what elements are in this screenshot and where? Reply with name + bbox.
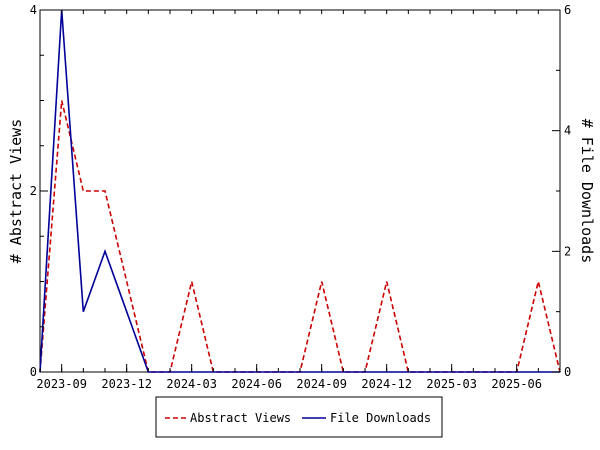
y-right-tick-label: 4 — [564, 124, 571, 138]
x-tick-label: 2025-06 — [491, 377, 542, 391]
y-left-tick-label: 4 — [30, 3, 37, 17]
x-tick-label: 2023-09 — [36, 377, 87, 391]
plot-area — [39, 9, 561, 373]
legend-box — [155, 396, 443, 438]
x-tick-label: 2024-09 — [296, 377, 347, 391]
y-right-tick-label: 6 — [564, 3, 571, 17]
legend-label: File Downloads — [330, 411, 431, 425]
x-tick-label: 2024-06 — [231, 377, 282, 391]
x-tick-label: 2024-12 — [361, 377, 412, 391]
y-right-tick-label: 0 — [564, 365, 571, 379]
y-axis-right-label: # File Downloads — [578, 119, 596, 264]
x-tick-label: 2025-03 — [426, 377, 477, 391]
y-left-tick-label: 0 — [30, 365, 37, 379]
legend: Abstract Views File Downloads — [155, 396, 443, 438]
y-axis-left-label: # Abstract Views — [7, 119, 25, 264]
y-right-tick-label: 2 — [564, 244, 571, 258]
series-line-abstract-views — [39, 100, 561, 373]
legend-label: Abstract Views — [190, 411, 291, 425]
series-line-file-downloads — [39, 9, 560, 373]
x-tick-label: 2024-03 — [166, 377, 217, 391]
x-tick-label: 2023-12 — [101, 377, 152, 391]
y-left-tick-label: 2 — [30, 184, 37, 198]
